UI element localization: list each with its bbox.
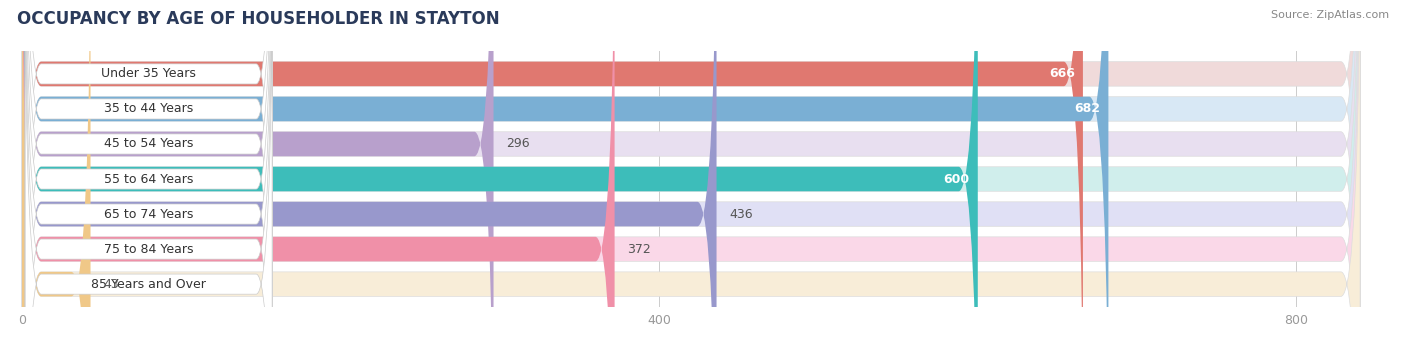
Text: 296: 296 <box>506 137 530 150</box>
FancyBboxPatch shape <box>22 0 1083 341</box>
FancyBboxPatch shape <box>22 0 614 341</box>
FancyBboxPatch shape <box>22 0 90 341</box>
FancyBboxPatch shape <box>22 0 1360 341</box>
Text: 75 to 84 Years: 75 to 84 Years <box>104 242 194 256</box>
FancyBboxPatch shape <box>22 0 1360 341</box>
FancyBboxPatch shape <box>22 0 977 341</box>
Text: 43: 43 <box>103 278 120 291</box>
FancyBboxPatch shape <box>25 0 273 341</box>
FancyBboxPatch shape <box>25 0 273 341</box>
Text: Source: ZipAtlas.com: Source: ZipAtlas.com <box>1271 10 1389 20</box>
Text: 45 to 54 Years: 45 to 54 Years <box>104 137 194 150</box>
FancyBboxPatch shape <box>25 0 273 341</box>
FancyBboxPatch shape <box>22 0 1360 341</box>
FancyBboxPatch shape <box>22 0 494 341</box>
FancyBboxPatch shape <box>22 0 1360 341</box>
FancyBboxPatch shape <box>25 0 273 341</box>
Text: 682: 682 <box>1074 102 1101 116</box>
Text: 666: 666 <box>1049 68 1076 80</box>
FancyBboxPatch shape <box>25 0 273 341</box>
FancyBboxPatch shape <box>22 0 717 341</box>
Text: 85 Years and Over: 85 Years and Over <box>91 278 207 291</box>
Text: 35 to 44 Years: 35 to 44 Years <box>104 102 193 116</box>
FancyBboxPatch shape <box>25 0 273 341</box>
Text: 600: 600 <box>943 173 970 186</box>
FancyBboxPatch shape <box>22 0 1360 341</box>
Text: 55 to 64 Years: 55 to 64 Years <box>104 173 194 186</box>
Text: Under 35 Years: Under 35 Years <box>101 68 195 80</box>
Text: 436: 436 <box>730 208 752 221</box>
Text: 372: 372 <box>627 242 651 256</box>
FancyBboxPatch shape <box>22 0 1360 341</box>
Text: OCCUPANCY BY AGE OF HOUSEHOLDER IN STAYTON: OCCUPANCY BY AGE OF HOUSEHOLDER IN STAYT… <box>17 10 499 28</box>
FancyBboxPatch shape <box>25 0 273 341</box>
FancyBboxPatch shape <box>22 0 1108 341</box>
Text: 65 to 74 Years: 65 to 74 Years <box>104 208 194 221</box>
FancyBboxPatch shape <box>22 0 1360 341</box>
